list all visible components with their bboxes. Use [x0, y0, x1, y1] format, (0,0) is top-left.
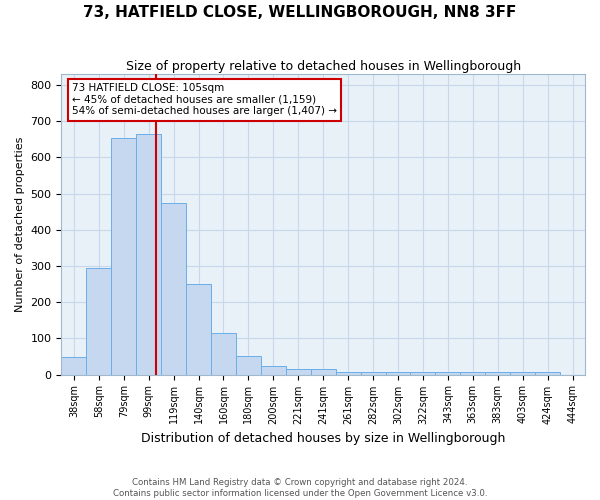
Bar: [535, 372, 560, 374]
X-axis label: Distribution of detached houses by size in Wellingborough: Distribution of detached houses by size …: [141, 432, 505, 445]
Bar: [161, 202, 186, 374]
Text: Contains HM Land Registry data © Crown copyright and database right 2024.
Contai: Contains HM Land Registry data © Crown c…: [113, 478, 487, 498]
Bar: [286, 369, 311, 374]
Bar: [61, 357, 86, 374]
Bar: [111, 138, 136, 374]
Bar: [485, 372, 510, 374]
Bar: [436, 372, 460, 374]
Bar: [335, 372, 361, 374]
Bar: [186, 284, 211, 374]
Bar: [410, 372, 436, 374]
Bar: [236, 356, 261, 374]
Bar: [261, 366, 286, 374]
Bar: [361, 372, 386, 374]
Text: 73 HATFIELD CLOSE: 105sqm
← 45% of detached houses are smaller (1,159)
54% of se: 73 HATFIELD CLOSE: 105sqm ← 45% of detac…: [72, 83, 337, 116]
Y-axis label: Number of detached properties: Number of detached properties: [15, 136, 25, 312]
Bar: [386, 372, 410, 374]
Bar: [311, 369, 335, 374]
Title: Size of property relative to detached houses in Wellingborough: Size of property relative to detached ho…: [125, 60, 521, 73]
Bar: [86, 268, 111, 374]
Bar: [211, 333, 236, 374]
Text: 73, HATFIELD CLOSE, WELLINGBOROUGH, NN8 3FF: 73, HATFIELD CLOSE, WELLINGBOROUGH, NN8 …: [83, 5, 517, 20]
Bar: [460, 372, 485, 374]
Bar: [510, 372, 535, 374]
Bar: [136, 134, 161, 374]
